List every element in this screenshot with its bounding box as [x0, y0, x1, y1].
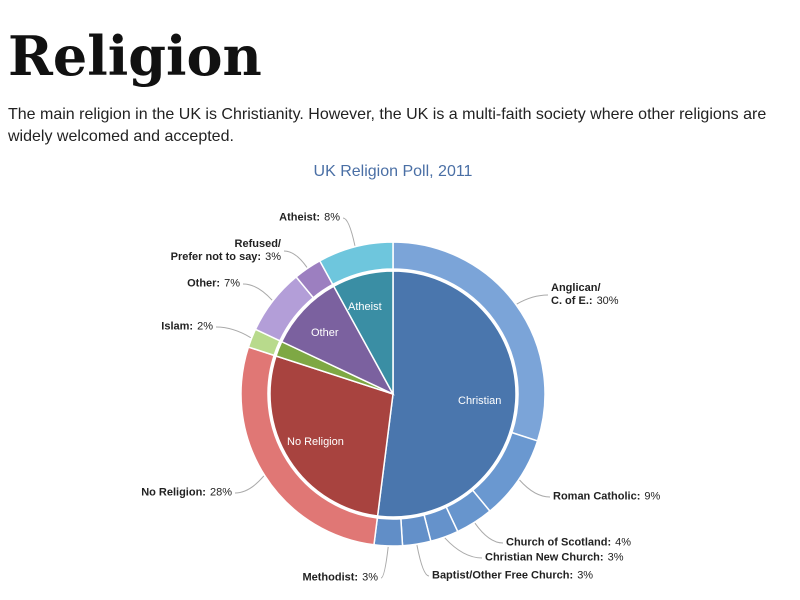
leader-line — [234, 475, 265, 494]
category-label: Christian New Church: — [485, 551, 604, 564]
leader-line — [342, 217, 356, 246]
value-label: 28% — [209, 486, 232, 499]
leader-line — [474, 522, 504, 544]
leader-line — [416, 545, 430, 577]
leader-line — [380, 546, 389, 579]
leader-line — [444, 537, 483, 559]
value-label: 3% — [607, 551, 624, 564]
value-label: 7% — [224, 277, 240, 290]
inner-slice — [280, 285, 395, 396]
category-label: Refused/ Prefer not to say: — [170, 238, 281, 263]
slice-label: Islam: 2% — [161, 321, 213, 334]
slice-label: Church of Scotland: 4% — [506, 537, 631, 550]
value-label: 3% — [362, 571, 378, 584]
category-label: No Religion: — [141, 486, 206, 499]
slice-label: Baptist/Other Free Church: 3% — [432, 570, 593, 583]
value-label: 4% — [615, 536, 632, 549]
slice-label: Methodist: 3% — [302, 572, 378, 585]
value-label: 9% — [644, 490, 661, 503]
value-label: 2% — [197, 320, 213, 333]
slice-label: Roman Catholic: 9% — [553, 491, 660, 504]
value-label: 30% — [596, 295, 619, 307]
value-label: 8% — [324, 211, 340, 224]
inner-label: No Religion — [287, 436, 344, 448]
outer-slice — [318, 241, 394, 286]
category-label: Islam: — [161, 320, 194, 333]
slice-label: Atheist: 8% — [279, 212, 340, 225]
category-label: Baptist/Other Free Church: — [432, 569, 574, 582]
inner-label: Christian — [458, 395, 501, 407]
outer-slice — [373, 517, 404, 547]
inner-slice — [376, 270, 517, 518]
slice-label: Christian New Church: 3% — [485, 552, 623, 565]
category-label: Church of Scotland: — [506, 536, 612, 549]
slice-label: Other: 7% — [187, 278, 240, 291]
value-label: 3% — [265, 251, 281, 263]
inner-label: Atheist — [348, 301, 382, 313]
leader-line — [283, 250, 308, 268]
leader-line — [516, 294, 549, 305]
category-label: Methodist: — [302, 571, 359, 584]
category-label: Other: — [187, 277, 221, 290]
value-label: 3% — [577, 569, 594, 582]
leader-line — [215, 326, 252, 339]
slice-label: No Religion: 28% — [141, 487, 232, 500]
intro-text: The main religion in the UK is Christian… — [8, 106, 767, 145]
leader-line — [519, 479, 551, 498]
slice-label: Anglican/ C. of E.: 30% — [551, 282, 619, 308]
category-label: Atheist: — [279, 211, 321, 224]
category-label: Anglican/ C. of E.: — [551, 282, 601, 307]
inner-label: Other — [311, 327, 339, 339]
slice-label: Refused/ Prefer not to say: 3% — [171, 238, 281, 264]
heading: Religion — [8, 24, 262, 88]
chart-title: UK Religion Poll, 2011 — [314, 163, 473, 180]
inner-slice — [269, 355, 394, 517]
inner-slice — [332, 270, 394, 395]
category-label: Roman Catholic: — [553, 490, 641, 503]
leader-line — [242, 283, 273, 301]
